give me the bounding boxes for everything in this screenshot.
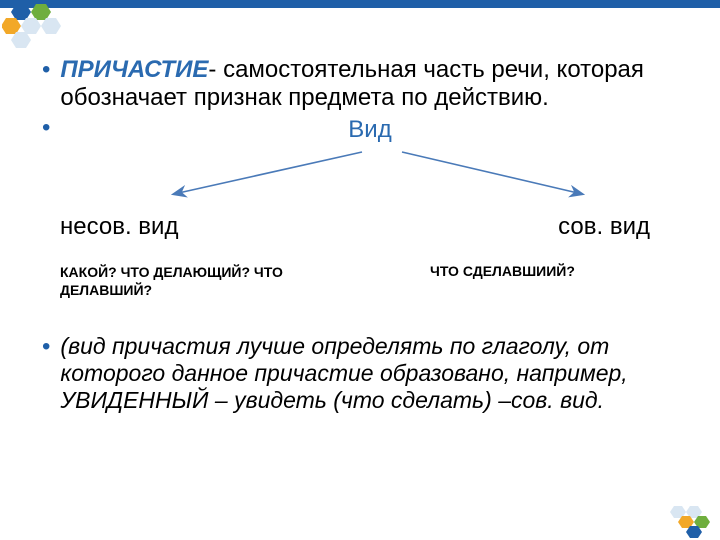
term: ПРИЧАСТИЕ — [60, 56, 208, 83]
bullet-icon: • — [42, 333, 50, 361]
hex-decoration-top — [2, 4, 70, 48]
vid-row: • Вид — [42, 114, 690, 144]
top-border — [0, 0, 720, 8]
hex-decoration-bottom — [668, 504, 718, 538]
vid-root: Вид — [90, 116, 650, 144]
bullet-icon: • — [42, 56, 50, 84]
definition-text: ПРИЧАСТИЕ- самостоятельная часть речи, к… — [60, 56, 690, 112]
left-branch-label: несов. вид — [60, 213, 178, 241]
branch-labels: несов. вид сов. вид — [60, 213, 650, 241]
diagram-arrows — [62, 144, 662, 204]
content-area: • ПРИЧАСТИЕ- самостоятельная часть речи,… — [42, 56, 690, 416]
left-questions: КАКОЙ? ЧТО ДЕЛАЮЩИЙ? ЧТО ДЕЛАВШИЙ? — [60, 263, 320, 299]
right-branch-label: сов. вид — [558, 213, 650, 241]
note-block: • (вид причастия лучше определять по гла… — [42, 333, 690, 414]
bullet-icon: • — [42, 114, 56, 142]
question-row: КАКОЙ? ЧТО ДЕЛАЮЩИЙ? ЧТО ДЕЛАВШИЙ? ЧТО С… — [60, 263, 650, 299]
definition-row: • ПРИЧАСТИЕ- самостоятельная часть речи,… — [42, 56, 690, 112]
note-text: (вид причастия лучше определять по глаго… — [60, 333, 690, 414]
right-questions: ЧТО СДЕЛАВШИИЙ? — [430, 263, 650, 299]
